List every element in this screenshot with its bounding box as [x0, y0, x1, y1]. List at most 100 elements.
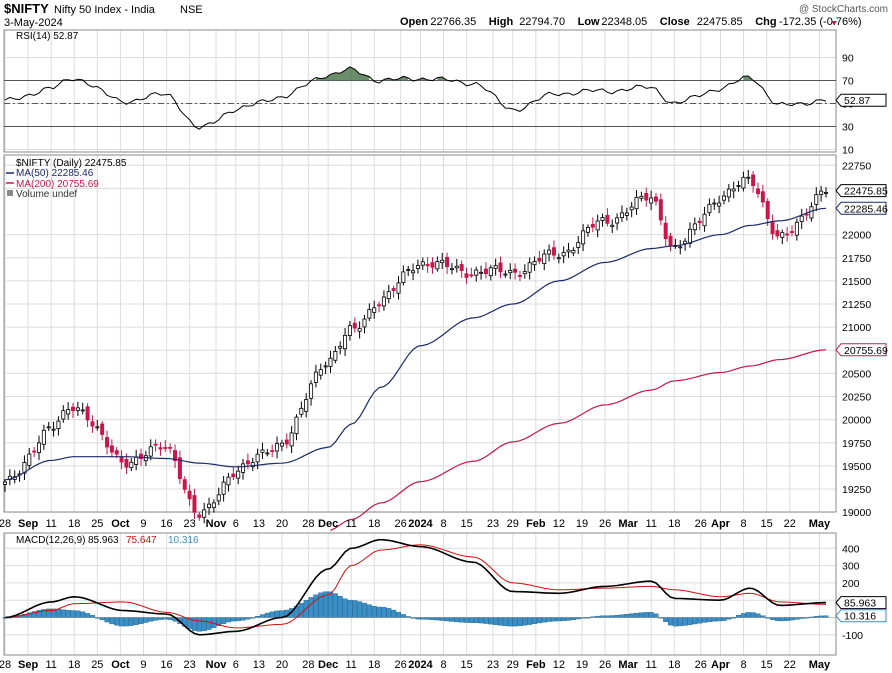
candle	[649, 190, 654, 211]
candle-body	[420, 261, 425, 266]
candle-body	[775, 230, 780, 237]
price-legend: $NIFTY (Daily) 22475.85 MA(50) 22285.46 …	[6, 158, 127, 200]
candle-body	[474, 269, 479, 276]
macd-value-tag-box	[835, 596, 887, 610]
candle-body	[687, 228, 692, 244]
macd-hist-bar	[468, 617, 474, 623]
candle	[347, 320, 352, 341]
macd-hist-bar	[614, 614, 620, 618]
candle	[678, 240, 683, 255]
candle-body	[469, 274, 474, 277]
candle	[532, 256, 537, 271]
candle-body	[585, 227, 590, 233]
ma200-value-tag-text: 20755.69	[844, 345, 888, 357]
x-tick-label: 12	[553, 518, 565, 530]
candle	[522, 264, 527, 279]
candle	[323, 361, 328, 375]
macd-hist-bar	[677, 617, 683, 627]
candle	[32, 446, 37, 458]
x-tick-label: 16	[160, 659, 172, 671]
candle-body	[600, 217, 605, 221]
candle	[765, 198, 770, 226]
candle-body	[323, 365, 328, 368]
candle-body	[819, 190, 824, 195]
candle	[7, 469, 12, 486]
macd-hist-bar	[687, 617, 693, 625]
candle-body	[182, 479, 187, 490]
macd-legend-name: MACD(12,26,9)	[16, 535, 85, 546]
x-tick-label: 20	[276, 659, 288, 671]
candle-body	[498, 262, 503, 273]
macd-tick-label: -100	[842, 630, 863, 642]
macd-hist-bar	[561, 617, 567, 622]
candle-body	[27, 453, 32, 466]
candle-body	[794, 221, 799, 236]
price-tick-label: 21000	[842, 322, 871, 334]
macd-hist-bar	[381, 607, 387, 618]
candle-body	[153, 443, 158, 446]
rsi-tick-label: 30	[842, 122, 854, 134]
candle	[75, 401, 80, 416]
x-tick-label: 29	[507, 659, 519, 671]
macd-hist-bar	[201, 617, 207, 632]
macd-hist-bar	[502, 617, 508, 627]
x-tick-label: 11	[646, 659, 657, 671]
x-tick-label: 23	[487, 518, 499, 530]
price-tick-label: 19750	[842, 438, 871, 450]
macd-hist-bar	[464, 617, 470, 623]
candle	[352, 317, 357, 333]
x-tick-label: 23	[184, 518, 196, 530]
candle-body	[338, 346, 343, 349]
candle-body	[702, 213, 707, 227]
macd-hist-bar	[721, 617, 727, 621]
candle	[105, 430, 110, 455]
candle	[556, 253, 561, 264]
macd-hist-bar	[755, 613, 761, 618]
candle	[721, 190, 726, 205]
macd-hist-bar	[128, 617, 134, 626]
x-tick-label: 13	[253, 518, 265, 530]
candle-body	[372, 307, 377, 313]
candle	[134, 449, 139, 471]
candle	[687, 222, 692, 248]
x-tick-label: Feb	[526, 518, 546, 530]
candle-body	[304, 399, 309, 412]
chart-date: 3-May-2024	[4, 17, 63, 29]
index-name: Nifty 50 Index - India	[54, 4, 156, 16]
ohlc-value: 22348.05	[601, 16, 647, 28]
macd-hist-bar	[133, 617, 139, 625]
candle-body	[551, 247, 556, 256]
macd-hist-bar	[444, 617, 450, 622]
candle	[474, 266, 479, 282]
macd-hist-bar	[70, 610, 76, 618]
price-tick-label: 21250	[842, 299, 871, 311]
macd-hist-bar	[80, 611, 86, 618]
x-tick-label: 15	[761, 659, 773, 671]
candle-body	[265, 452, 270, 455]
candle-body	[493, 265, 498, 269]
candle-body	[547, 249, 552, 255]
candle-body	[683, 240, 688, 244]
candle	[270, 444, 275, 458]
macd-hist-bar	[702, 617, 708, 623]
price-legend-title: $NIFTY (Daily) 22475.85	[16, 158, 127, 169]
candle	[537, 250, 542, 265]
candle-body	[824, 192, 829, 194]
candle-body	[571, 250, 576, 254]
macd-hist-bar	[167, 617, 173, 620]
rsi-legend-text: RSI(14) 52.87	[16, 31, 79, 42]
candle-body	[352, 322, 357, 329]
candle-body	[678, 246, 683, 249]
macd-legend-signal: 75.647	[126, 535, 157, 546]
candle	[668, 232, 673, 252]
candle-body	[260, 449, 265, 453]
x-tick-label: 9	[140, 518, 146, 530]
candle-body	[440, 259, 445, 263]
x-tick-label: 8	[741, 659, 747, 671]
macd-hist-bar	[123, 617, 129, 627]
x-tick-label: May	[809, 659, 831, 671]
rsi-frame	[3, 29, 837, 153]
candle	[785, 226, 790, 242]
ohlc-value: 22766.35	[430, 16, 476, 28]
candle-body	[289, 432, 294, 447]
